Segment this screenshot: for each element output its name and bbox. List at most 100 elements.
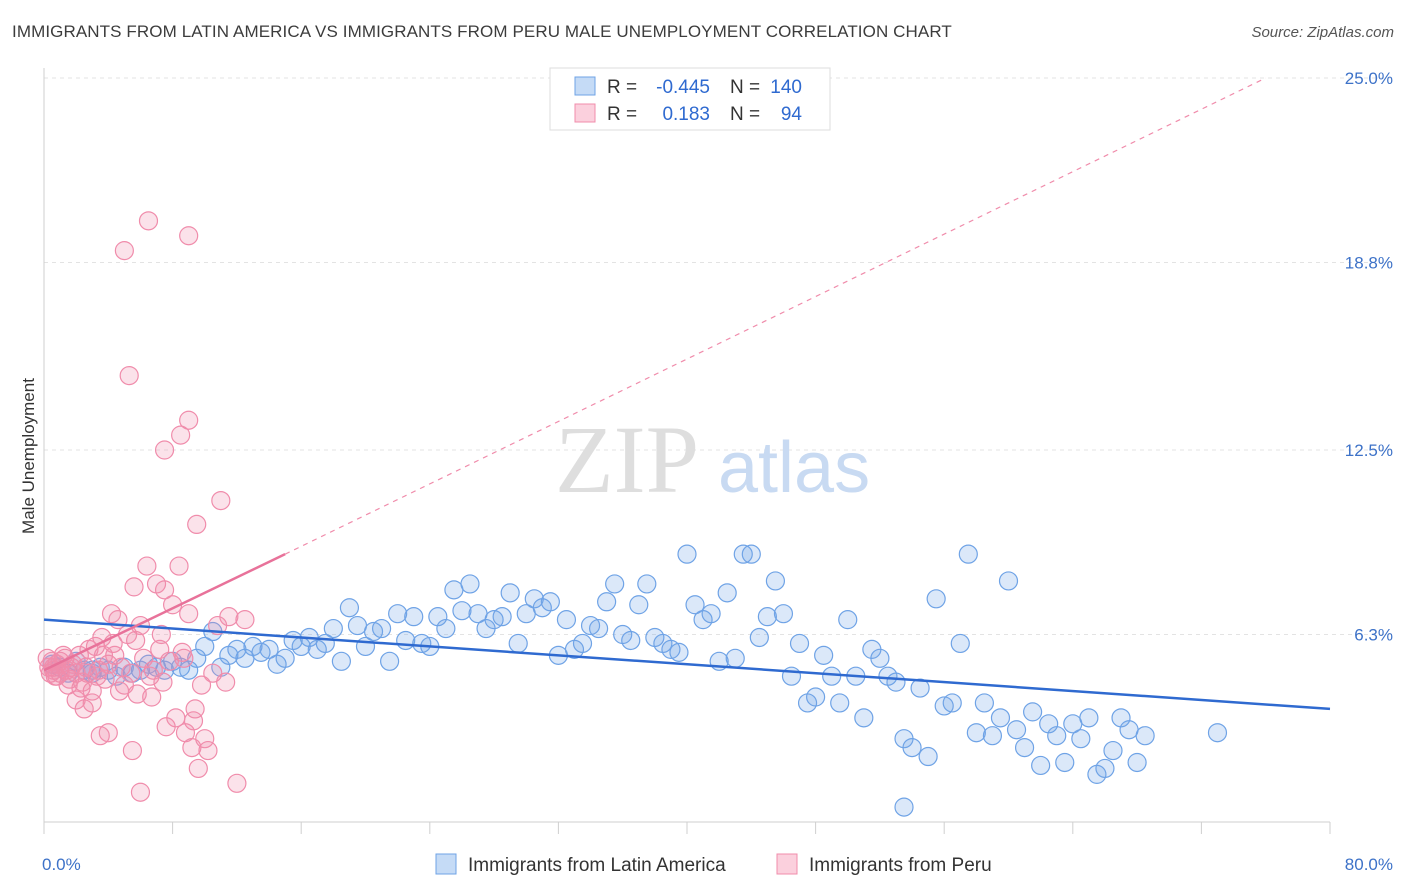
point-latin-america-109 [918, 746, 938, 767]
point-latin-america-42 [380, 651, 400, 671]
series-swatch-latin-america [435, 853, 457, 875]
point-latin-america-99 [838, 610, 858, 630]
y-tick-label-2: 18.8% [1345, 254, 1393, 273]
point-latin-america-107 [902, 737, 922, 758]
legend-r-label-2: R = [607, 104, 637, 125]
point-latin-america-56 [492, 607, 512, 627]
trend-line-peru-extension [284, 77, 1266, 555]
point-latin-america-110 [926, 589, 946, 609]
y-tick-label-1: 12.5% [1345, 441, 1393, 460]
legend-r-label: R = [607, 77, 637, 98]
point-latin-america-137 [1207, 723, 1228, 743]
point-latin-america-80 [685, 595, 705, 615]
point-latin-america-128 [1071, 729, 1091, 749]
point-peru-41 [169, 556, 189, 576]
point-peru-66 [90, 726, 110, 746]
series-swatch-peru [776, 853, 798, 875]
point-peru-55 [179, 410, 199, 430]
correlation-legend: R = -0.445 N = 140 R = 0.183 N = 94 [549, 67, 831, 131]
point-latin-america-73 [629, 595, 649, 615]
point-latin-america-115 [966, 723, 986, 743]
point-latin-america-117 [982, 726, 1003, 746]
point-latin-america-74 [637, 574, 657, 594]
point-peru-50 [114, 241, 134, 261]
point-latin-america-66 [572, 633, 593, 654]
point-latin-america-64 [556, 610, 577, 630]
legend-swatch-latin-america [574, 76, 596, 96]
point-latin-america-116 [974, 693, 994, 713]
point-peru-49 [195, 729, 215, 749]
point-latin-america-125 [1047, 726, 1067, 746]
legend-n-label: N = [730, 77, 760, 98]
point-peru-81 [87, 666, 107, 686]
point-latin-america-35 [323, 618, 343, 639]
point-latin-america-96 [814, 645, 834, 665]
point-latin-america-113 [950, 633, 970, 654]
point-latin-america-86 [733, 544, 753, 564]
point-latin-america-52 [460, 574, 480, 594]
legend-n-value-peru: 94 [781, 104, 803, 125]
point-latin-america-138 [894, 797, 914, 817]
y-tick-labels: 6.3% 12.5% 18.8% 25.0% [1345, 69, 1393, 645]
point-latin-america-85 [725, 648, 745, 668]
point-peru-44 [179, 604, 199, 624]
grid-lines [44, 77, 1395, 636]
point-peru-69 [66, 690, 86, 710]
point-peru-54 [154, 440, 175, 460]
point-latin-america-120 [1006, 720, 1027, 740]
point-peru-84 [109, 681, 130, 701]
point-latin-america-41 [371, 618, 392, 639]
point-latin-america-91 [773, 604, 794, 624]
point-latin-america-84 [717, 583, 737, 603]
watermark-zip: ZIP [555, 406, 699, 513]
point-latin-america-87 [741, 544, 761, 564]
point-latin-america-69 [597, 592, 617, 612]
legend-swatch-peru [574, 103, 596, 123]
legend-n-value-latin-america: 140 [770, 77, 802, 98]
point-latin-america-50 [444, 580, 464, 600]
trend-line-peru [43, 553, 286, 672]
point-latin-america-131 [1095, 758, 1115, 779]
point-latin-america-82 [701, 604, 721, 624]
x-tick-labels: 0.0% 80.0% [42, 855, 1393, 874]
point-latin-america-123 [1031, 755, 1051, 776]
point-latin-america-121 [1014, 737, 1035, 758]
point-latin-america-88 [749, 627, 769, 648]
point-latin-america-45 [404, 607, 424, 627]
x-tick-label-0: 0.0% [42, 855, 81, 874]
point-latin-america-132 [1103, 740, 1123, 761]
point-latin-america-36 [331, 651, 351, 671]
point-latin-america-98 [830, 693, 850, 713]
point-peru-58 [211, 490, 231, 511]
x-tick-label-1: 80.0% [1345, 855, 1393, 874]
point-latin-america-108 [910, 678, 930, 698]
point-peru-85 [126, 630, 146, 651]
point-latin-america-118 [990, 708, 1011, 728]
point-latin-america-43 [388, 604, 408, 624]
point-peru-86 [142, 687, 162, 707]
point-latin-america-103 [870, 648, 890, 668]
point-peru-92 [216, 672, 236, 692]
point-latin-america-134 [1119, 720, 1139, 740]
y-axis-label: Male Unemployment [19, 378, 38, 534]
legend-n-label-2: N = [730, 104, 760, 125]
point-peru-76 [45, 666, 65, 686]
point-peru-62 [227, 773, 247, 793]
point-latin-america-79 [677, 544, 697, 564]
point-latin-america-129 [1079, 708, 1099, 728]
point-peru-93 [235, 610, 255, 630]
point-peru-52 [179, 226, 199, 246]
point-latin-america-93 [789, 633, 810, 654]
point-latin-america-27 [259, 639, 279, 659]
series-label-peru: Immigrants from Peru [809, 855, 992, 876]
source-credit: Source: ZipAtlas.com [1251, 24, 1394, 41]
series-label-latin-america: Immigrants from Latin America [468, 855, 726, 876]
legend-r-value-peru: 0.183 [662, 104, 710, 125]
y-tick-label-3: 25.0% [1345, 69, 1393, 88]
point-peru-48 [191, 675, 212, 695]
data-points [37, 211, 1228, 817]
y-tick-label-0: 6.3% [1354, 626, 1393, 645]
point-latin-america-72 [621, 630, 641, 651]
point-latin-america-38 [347, 615, 368, 636]
